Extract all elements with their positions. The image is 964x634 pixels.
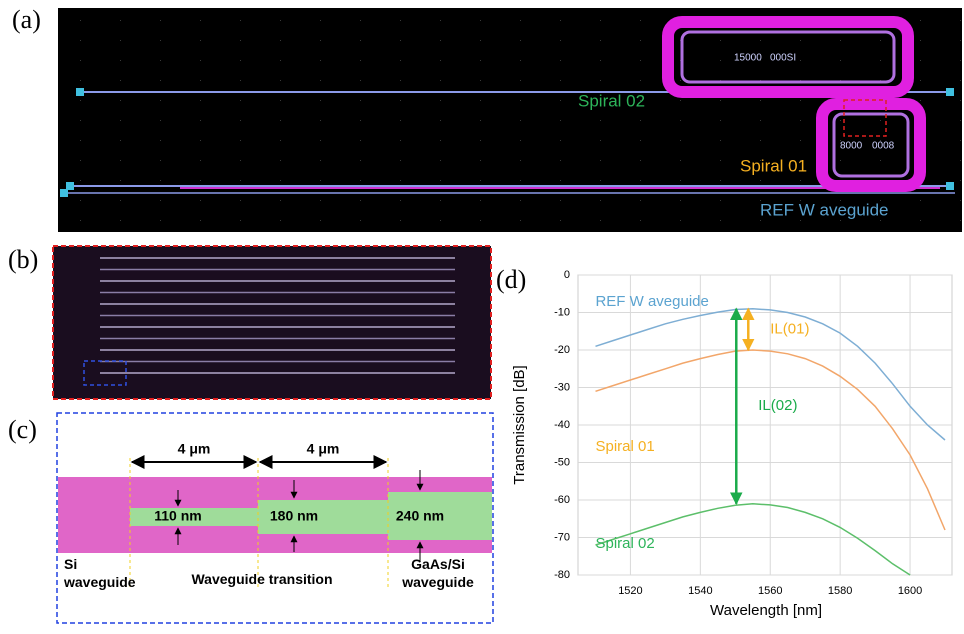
series-line <box>595 349 946 531</box>
y-tick-label: -80 <box>554 569 570 581</box>
panel-label: (a) <box>12 5 41 34</box>
series-line <box>595 503 911 576</box>
layout-label: Spiral 01 <box>740 156 807 175</box>
annotation-label: IL(01) <box>770 320 809 337</box>
dimension-label: 4 μm <box>307 441 340 457</box>
y-tick-label: 0 <box>564 269 570 281</box>
panel-label: (b) <box>8 245 38 274</box>
region-label: Waveguide transition <box>191 571 332 587</box>
chip-text: 8000 <box>840 141 863 152</box>
x-tick-label: 1540 <box>688 585 712 597</box>
series-label: REF W aveguide <box>595 293 708 310</box>
dimension-label: 4 μm <box>178 441 211 457</box>
x-tick-label: 1560 <box>758 585 782 597</box>
annotation-label: IL(02) <box>758 397 797 414</box>
y-tick-label: -60 <box>554 494 570 506</box>
series-label: Spiral 01 <box>595 438 654 455</box>
x-tick-label: 1600 <box>898 585 922 597</box>
y-tick-label: -70 <box>554 531 570 543</box>
width-label: 110 nm <box>154 508 201 524</box>
series-line <box>595 308 946 441</box>
y-tick-label: -20 <box>554 344 570 356</box>
y-axis-label: Transmission [dB] <box>511 365 528 484</box>
chart: Transmission [dB] Wavelength [nm] 0 -10 -2… <box>511 269 953 619</box>
layout-label: REF W aveguide <box>760 200 889 219</box>
region-label: Si waveguide <box>63 556 136 590</box>
panel-label: (c) <box>8 415 37 444</box>
y-tick-label: -30 <box>554 381 570 393</box>
zoom-image <box>52 245 492 400</box>
chip-text: 000SI <box>770 53 796 64</box>
series-label: Spiral 02 <box>595 535 654 552</box>
layout-label: Spiral 02 <box>578 91 645 110</box>
x-tick-label: 1580 <box>828 585 852 597</box>
chip-text: 15000 <box>734 53 762 64</box>
layout-image: 15000 000SI 8000 0008 <box>58 8 962 232</box>
y-tick-label: -10 <box>554 306 570 318</box>
chip-text: 0008 <box>872 141 895 152</box>
width-label: 180 nm <box>270 508 318 524</box>
y-tick-label: -40 <box>554 419 570 431</box>
region-label: GaAs/Si waveguide <box>401 556 474 590</box>
width-label: 240 nm <box>396 508 444 524</box>
panel-label: (d) <box>496 265 526 294</box>
x-tick-label: 1520 <box>618 585 642 597</box>
y-tick-label: -50 <box>554 456 570 468</box>
x-axis-label: Wavelength [nm] <box>710 602 822 619</box>
transition-diagram <box>56 412 494 624</box>
